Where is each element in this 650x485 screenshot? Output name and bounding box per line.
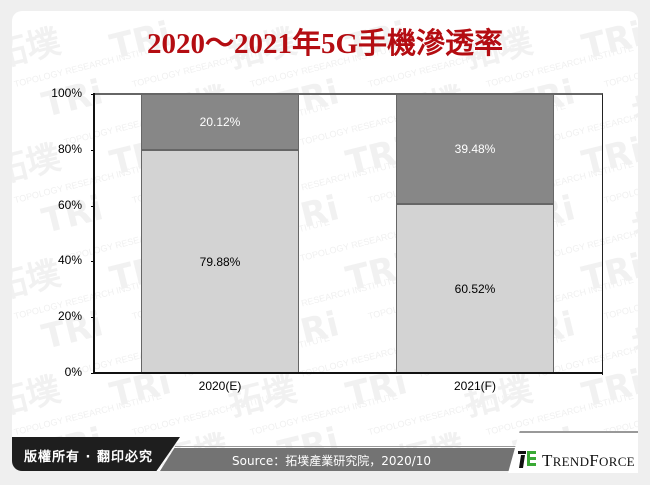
watermark-subtext: TOPOLOGY RESEARCH INSTITUTE — [603, 159, 638, 206]
y-tick-label: 80% — [57, 141, 82, 156]
bar-segment-top: 20.12% — [141, 94, 299, 151]
bar-segment-bottom: 79.88% — [141, 150, 299, 373]
watermark-subtext: TOPOLOGY RESEARCH INSTITUTE — [13, 390, 163, 438]
watermark-text: 拓墣 — [629, 79, 638, 135]
trendforce-logo-text: TRENDFORCE — [542, 451, 635, 470]
data-label: 60.52% — [454, 281, 496, 296]
y-tick-label: 20% — [57, 309, 82, 324]
watermark-subtext: TOPOLOGY RESEARCH INSTITUTE — [131, 390, 281, 438]
plot-area — [93, 93, 603, 375]
y-axis — [93, 93, 95, 374]
stacked-bar: 60.52% 39.48% — [396, 94, 554, 373]
source-text: Source：拓墣產業研究院，2020/10 — [232, 454, 432, 468]
chart-title: 2020～2021年5G手機滲透率 — [146, 28, 504, 60]
footer-divider — [175, 446, 520, 447]
watermark-text: 拓墣 — [629, 311, 638, 367]
footer-source-band: Source：拓墣產業研究院，2020/10 — [160, 448, 520, 471]
watermark-subtext: TOPOLOGY RESEARCH INSTITUTE — [603, 275, 638, 322]
x-axis — [93, 372, 603, 374]
x-tick-label: 2020(E) — [198, 379, 242, 393]
y-tick-label: 60% — [57, 197, 82, 212]
y-tick-label: 0% — [64, 365, 82, 379]
copyright-text: 版權所有 · 翻印必究 — [24, 450, 153, 465]
watermark-subtext: TOPOLOGY RESEARCH INSTITUTE — [367, 390, 517, 438]
x-tick-label: 2021(F) — [453, 379, 497, 393]
bar-segment-top: 39.48% — [396, 94, 554, 205]
data-label: 20.12% — [199, 115, 241, 130]
trendforce-logo-icon — [518, 451, 536, 468]
data-label: 39.48% — [454, 142, 496, 157]
y-tick-label: 40% — [57, 253, 82, 268]
footer-copyright-band: 版權所有 · 翻印必究 — [12, 437, 180, 471]
y-tick-label: 100% — [51, 86, 82, 100]
stacked-bar: 79.88% 20.12% — [141, 94, 299, 373]
data-label: 79.88% — [199, 254, 241, 269]
watermark-text: 拓墣 — [12, 137, 65, 193]
watermark-text: 拓墣 — [629, 195, 638, 251]
bar-segment-bottom: 60.52% — [396, 204, 554, 373]
watermark-subtext: TOPOLOGY RESEARCH INSTITUTE — [249, 390, 399, 438]
watermark-subtext: TOPOLOGY RESEARCH INSTITUTE — [485, 390, 635, 438]
watermark-subtext: TOPOLOGY RESEARCH INSTITUTE — [603, 391, 638, 438]
